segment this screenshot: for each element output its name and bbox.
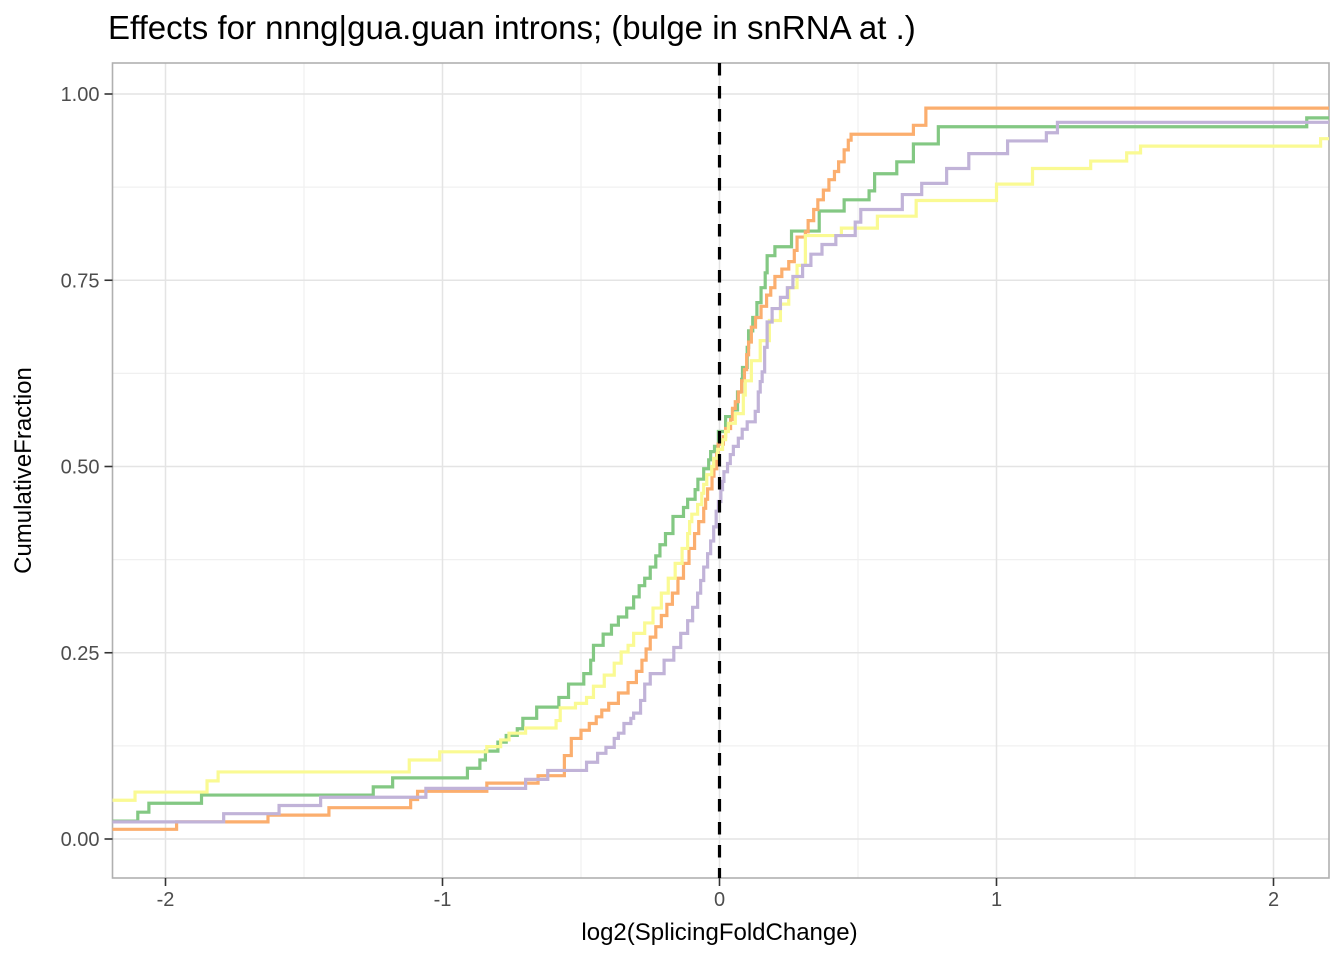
ecdf-curves (112, 106, 1329, 831)
y-tick-label: 0.00 (61, 829, 100, 851)
x-tick-label: 2 (1268, 889, 1279, 911)
series-green-line (112, 116, 1329, 823)
x-axis-title: log2(SplicingFoldChange) (581, 919, 857, 946)
chart-title: Effects for nnng|gua.guan introns; (bulg… (108, 9, 916, 46)
y-tick-label: 1.00 (61, 84, 100, 106)
axis-tick-labels: -2 -1 0 1 2 0.00 0.25 0.50 0.75 1.00 (61, 84, 1280, 911)
x-tick-label: 1 (991, 889, 1002, 911)
y-tick-label: 0.50 (61, 457, 100, 479)
series-yellow-line (112, 137, 1329, 802)
y-tick-label: 0.25 (61, 643, 100, 665)
axis-ticks (104, 93, 1275, 886)
x-tick-label: -1 (434, 889, 452, 911)
series-orange-line (112, 106, 1329, 831)
series-purple-line (112, 120, 1329, 824)
y-axis-title: CumulativeFraction (10, 367, 37, 574)
x-tick-label: -2 (157, 889, 175, 911)
y-tick-label: 0.75 (61, 270, 100, 292)
x-tick-label: 0 (714, 889, 725, 911)
